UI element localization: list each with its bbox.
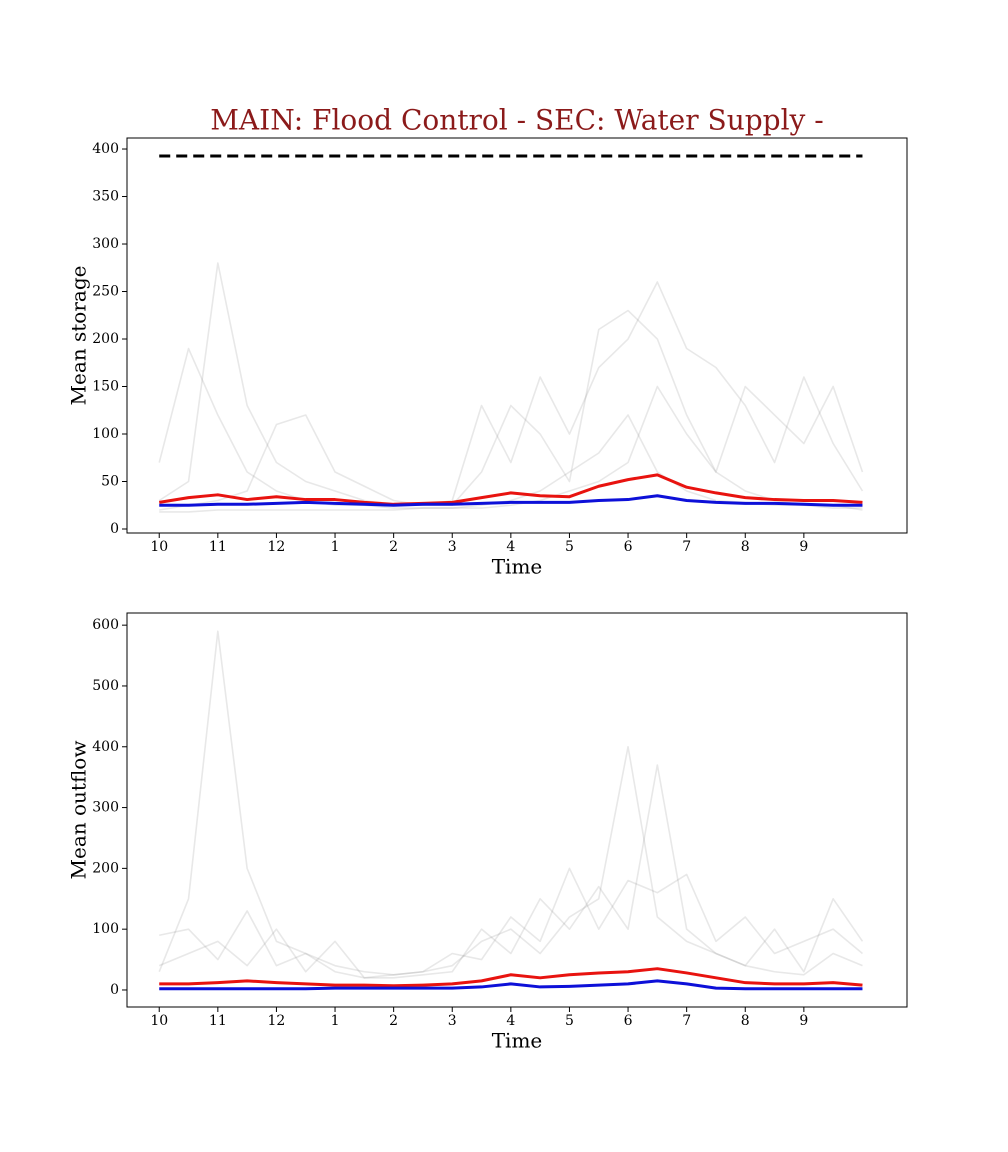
y-tick-label: 250 [92,284,119,300]
y-axis-label: Mean outflow [67,741,91,880]
series-line [158,262,863,511]
y-tick-label: 100 [92,426,119,442]
y-tick-label: 350 [92,189,119,205]
x-tick-label: 2 [389,1013,398,1029]
x-tick-label: 7 [682,539,691,555]
y-tick-label: 150 [92,379,119,395]
y-tick-label: 200 [92,860,119,876]
series-line [159,281,864,511]
x-tick-label: 3 [448,539,457,555]
x-tick-label: 12 [268,539,286,555]
x-tick-label: 6 [624,539,633,555]
series-line [159,764,864,979]
x-tick-label: 1 [331,1013,340,1029]
chart-title: MAIN: Flood Control - SEC: Water Supply … [210,104,823,137]
x-tick-label: 5 [565,1013,574,1029]
x-tick-label: 1 [331,539,340,555]
x-tick-label: 12 [268,1013,286,1029]
y-tick-label: 400 [92,141,119,157]
x-tick-label: 8 [741,1013,750,1029]
y-tick-label: 500 [92,678,119,694]
series-line [159,967,863,988]
y-tick-label: 200 [92,331,119,347]
x-tick-label: 10 [150,1013,168,1029]
y-tick-label: 300 [92,800,119,816]
y-tick-label: 0 [110,521,119,537]
x-tick-label: 3 [448,1013,457,1029]
plot-frame [126,612,908,1008]
x-axis-label: Time [492,555,543,579]
x-tick-label: 11 [209,539,227,555]
x-tick-label: 9 [799,1013,808,1029]
x-tick-label: 4 [506,1013,515,1029]
series-line [158,473,863,506]
y-tick-label: 400 [92,739,119,755]
x-tick-label: 10 [150,539,168,555]
y-tick-label: 0 [110,982,119,998]
x-tick-label: 7 [682,1013,691,1029]
x-tick-label: 6 [624,1013,633,1029]
series-line [158,867,863,979]
y-tick-label: 100 [92,921,119,937]
x-tick-label: 8 [741,539,750,555]
y-tick-label: 50 [101,474,119,490]
series-line [159,979,863,991]
series-line [159,494,863,507]
x-tick-label: 5 [565,539,574,555]
y-tick-label: 300 [92,236,119,252]
plot-frame [126,137,908,534]
y-tick-label: 600 [92,617,119,633]
x-tick-label: 2 [389,539,398,555]
series-line [159,385,864,513]
x-axis-label: Time [492,1029,543,1053]
x-tick-label: 4 [506,539,515,555]
y-axis-label: Mean storage [67,266,91,406]
x-tick-label: 11 [209,1013,227,1029]
series-line [158,630,863,976]
x-tick-label: 9 [799,539,808,555]
